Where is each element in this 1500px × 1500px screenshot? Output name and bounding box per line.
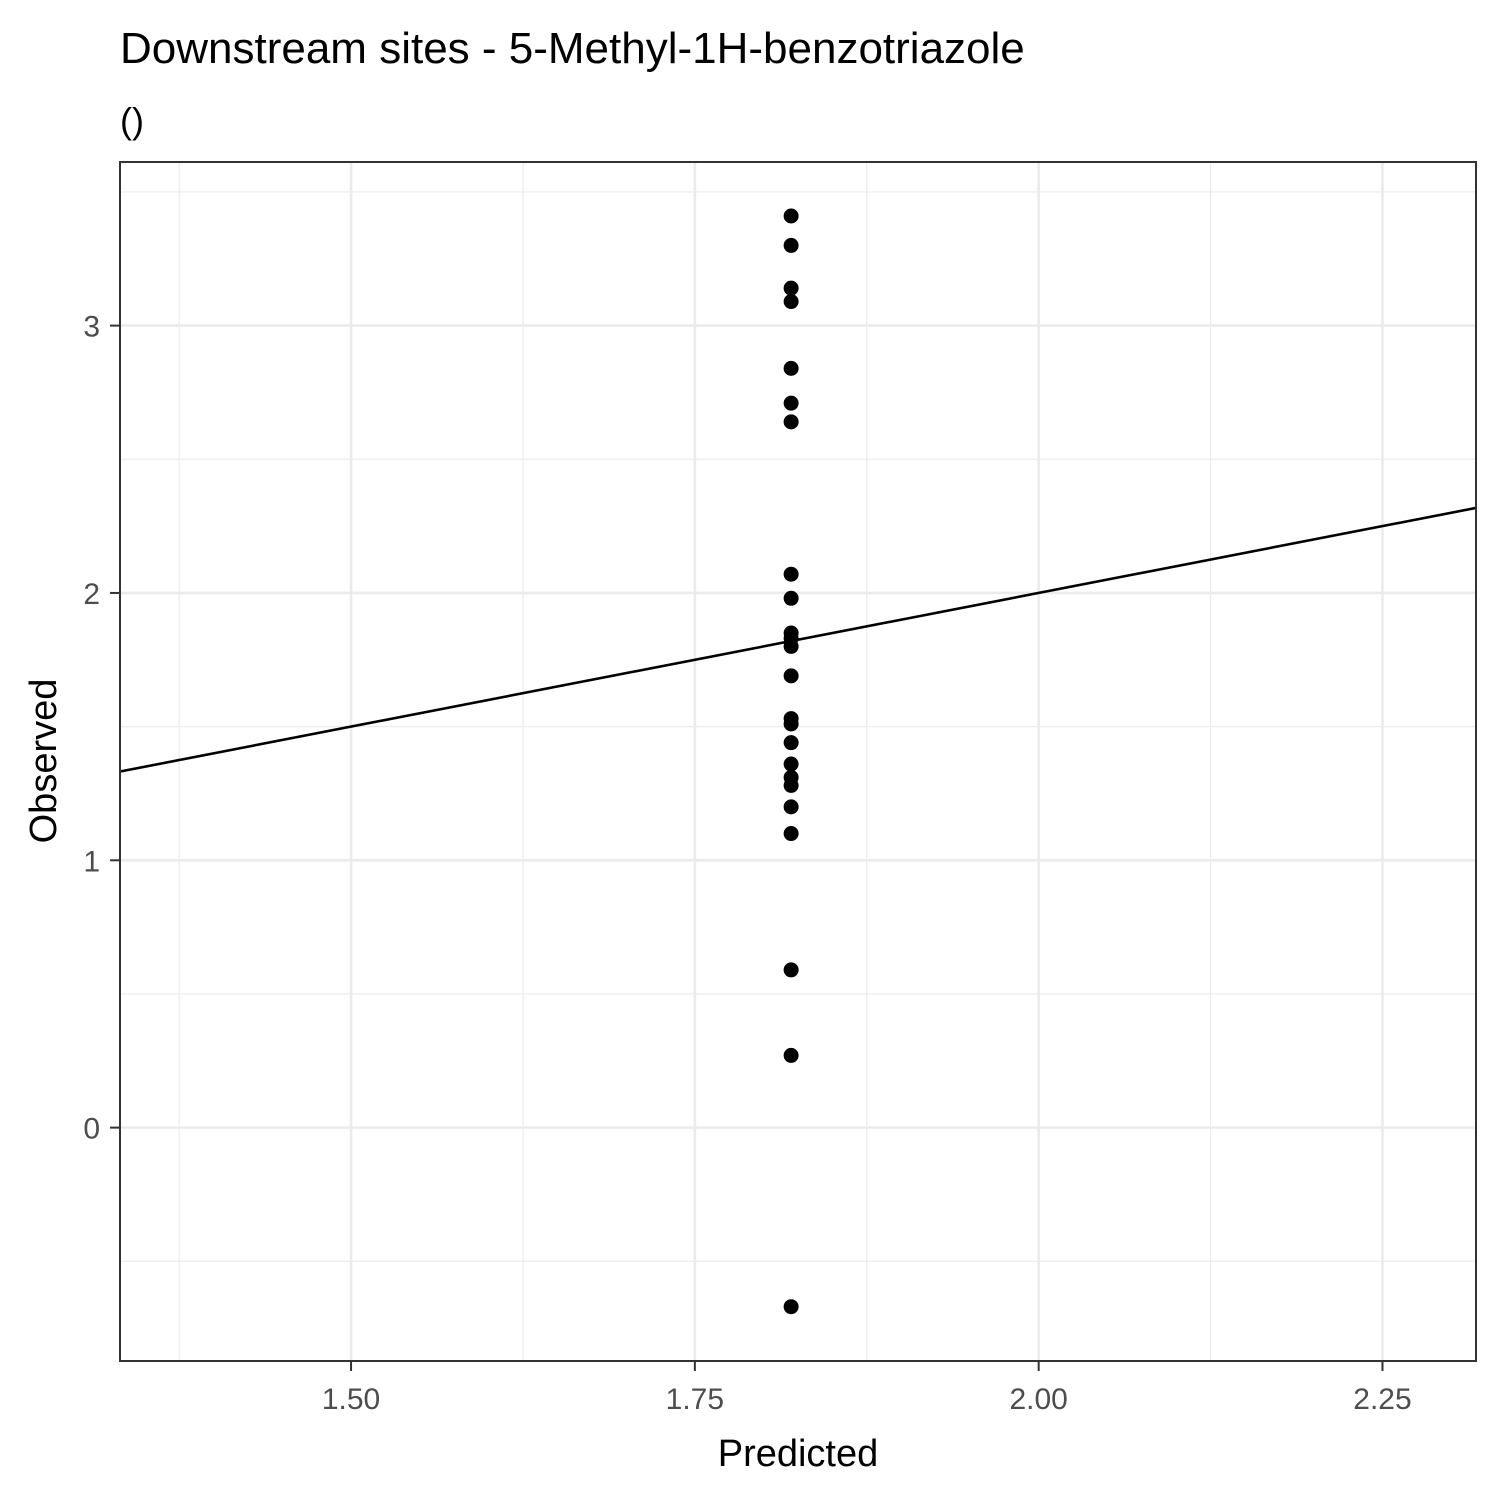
- data-point-22: [783, 962, 799, 978]
- data-point-16: [783, 735, 799, 751]
- grid-major: [120, 162, 1476, 1361]
- x-tick-label: 2.25: [1353, 1383, 1411, 1416]
- chart-title: Downstream sites - 5-Methyl-1H-benzotria…: [120, 24, 1025, 73]
- data-point-23: [783, 1047, 799, 1063]
- data-point-24: [783, 1299, 799, 1315]
- data-point-21: [783, 826, 799, 842]
- data-point-17: [783, 756, 799, 772]
- data-point-2: [783, 237, 799, 253]
- data-point-15: [783, 716, 799, 732]
- x-axis-title: Predicted: [718, 1433, 879, 1475]
- panel-border: [119, 161, 1477, 1362]
- plot-layer: [120, 208, 1476, 1315]
- y-tick-label: 0: [83, 1113, 100, 1146]
- y-tick-label: 3: [83, 311, 100, 344]
- data-point-7: [783, 414, 799, 430]
- data-point-20: [783, 799, 799, 815]
- data-point-4: [783, 294, 799, 310]
- y-axis-title: Observed: [23, 679, 65, 844]
- x-tick-label: 1.50: [322, 1383, 380, 1416]
- data-point-3: [783, 280, 799, 296]
- y-tick-label: 2: [83, 578, 100, 611]
- data-point-13: [783, 668, 799, 684]
- chart-subtitle: (): [120, 100, 144, 141]
- data-points: [783, 208, 799, 1315]
- x-axis-ticks: 1.50 1.75 2.00 2.25: [322, 1361, 1412, 1416]
- data-point-6: [783, 395, 799, 411]
- data-point-9: [783, 590, 799, 606]
- data-point-5: [783, 360, 799, 376]
- data-point-8: [783, 566, 799, 582]
- y-tick-label: 1: [83, 845, 100, 878]
- x-tick-label: 2.00: [1009, 1383, 1067, 1416]
- data-point-12: [783, 638, 799, 654]
- data-point-19: [783, 777, 799, 793]
- data-point-1: [783, 208, 799, 224]
- y-axis-ticks: 0 1 2 3: [83, 311, 120, 1146]
- x-tick-label: 1.75: [666, 1383, 724, 1416]
